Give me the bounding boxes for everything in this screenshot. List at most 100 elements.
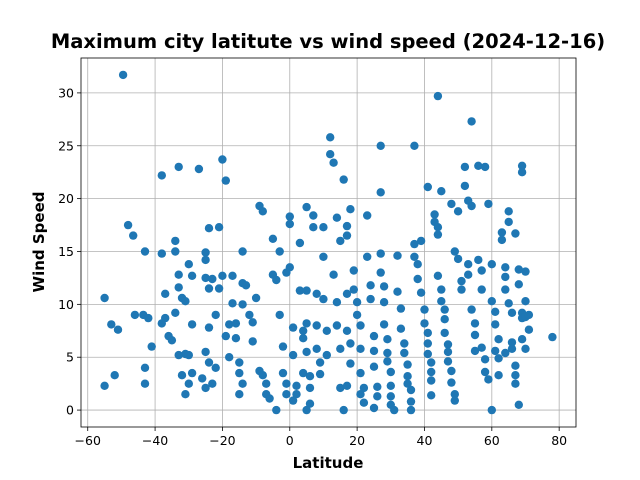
data-point	[396, 304, 406, 313]
data-point	[548, 332, 557, 342]
data-point	[211, 310, 220, 320]
data-point	[474, 161, 483, 170]
data-point	[262, 379, 271, 388]
data-point	[346, 205, 355, 214]
data-point	[177, 371, 187, 380]
data-point	[292, 390, 301, 399]
data-point	[181, 297, 190, 306]
data-point	[305, 383, 315, 393]
data-point	[447, 378, 456, 387]
data-point	[342, 221, 352, 231]
data-point	[238, 300, 247, 309]
data-point	[265, 394, 274, 403]
plot-frame	[80, 57, 577, 428]
data-points	[100, 70, 557, 415]
data-point	[110, 371, 119, 380]
data-point	[201, 347, 210, 357]
data-point	[282, 390, 291, 399]
data-point	[390, 405, 399, 415]
data-point	[204, 284, 214, 293]
data-point	[201, 383, 210, 393]
data-point	[440, 328, 449, 338]
data-point	[453, 207, 463, 216]
data-point	[302, 286, 311, 295]
data-point	[113, 325, 123, 334]
data-point	[245, 310, 254, 320]
data-point	[184, 260, 193, 269]
data-point	[487, 260, 496, 269]
data-point	[400, 348, 409, 358]
data-point	[443, 357, 453, 366]
data-point	[464, 270, 473, 279]
data-point	[450, 396, 459, 405]
data-point	[447, 199, 456, 209]
data-point	[174, 350, 183, 360]
data-point	[187, 271, 197, 280]
data-point	[504, 217, 513, 227]
data-point	[272, 275, 281, 285]
data-point	[342, 326, 352, 335]
data-point	[258, 371, 267, 380]
data-point	[369, 346, 379, 356]
data-point	[288, 323, 298, 332]
data-point	[326, 133, 335, 142]
data-point	[339, 175, 348, 184]
data-point	[369, 403, 379, 413]
data-point	[342, 381, 352, 390]
y-tick-label: 10	[58, 297, 74, 312]
data-point	[352, 298, 362, 307]
data-point	[396, 324, 406, 333]
data-point	[497, 235, 507, 245]
data-point	[144, 313, 153, 323]
data-point	[460, 181, 470, 191]
data-point	[379, 282, 389, 291]
data-point	[305, 399, 315, 408]
data-point	[517, 335, 527, 344]
data-point	[174, 270, 183, 279]
data-point	[312, 344, 321, 353]
x-tick-label: 60	[484, 433, 500, 448]
data-point	[157, 319, 166, 328]
data-point	[235, 358, 244, 367]
data-point	[305, 372, 315, 381]
data-point	[201, 255, 210, 265]
data-point	[403, 379, 412, 388]
y-tick-label: 20	[58, 191, 74, 206]
x-axis-label: Latitude	[293, 454, 364, 472]
data-point	[167, 336, 177, 345]
data-point	[248, 318, 257, 327]
data-point	[302, 405, 311, 415]
data-point	[235, 390, 244, 399]
data-point	[184, 379, 193, 388]
data-point	[491, 307, 500, 316]
data-point	[427, 358, 436, 367]
data-point	[464, 260, 473, 269]
data-point	[413, 274, 422, 284]
data-point	[457, 285, 466, 294]
data-point	[517, 161, 527, 170]
x-tick-label: 0	[286, 433, 294, 448]
data-point	[288, 396, 298, 405]
data-point	[268, 234, 278, 243]
axis-ticks: −60 −40 −20 0 20 40 60 80 0 5 10 15 20 25 30	[58, 85, 567, 448]
data-point	[171, 308, 180, 317]
data-point	[299, 368, 308, 378]
data-point	[524, 325, 534, 334]
data-point	[171, 247, 180, 256]
data-point	[413, 260, 422, 269]
data-point	[484, 199, 493, 209]
data-point	[386, 381, 395, 390]
data-point	[275, 310, 284, 320]
chart-title: Maximum city latitute vs wind speed (202…	[51, 30, 605, 53]
data-point	[339, 405, 348, 415]
data-point	[171, 236, 180, 246]
data-point	[501, 272, 510, 282]
y-axis-label: Wind Speed	[30, 192, 48, 293]
data-point	[383, 348, 392, 358]
data-point	[140, 247, 150, 256]
data-point	[248, 337, 257, 346]
x-tick-label: 20	[349, 433, 365, 448]
data-point	[251, 293, 261, 303]
data-point	[470, 319, 480, 328]
